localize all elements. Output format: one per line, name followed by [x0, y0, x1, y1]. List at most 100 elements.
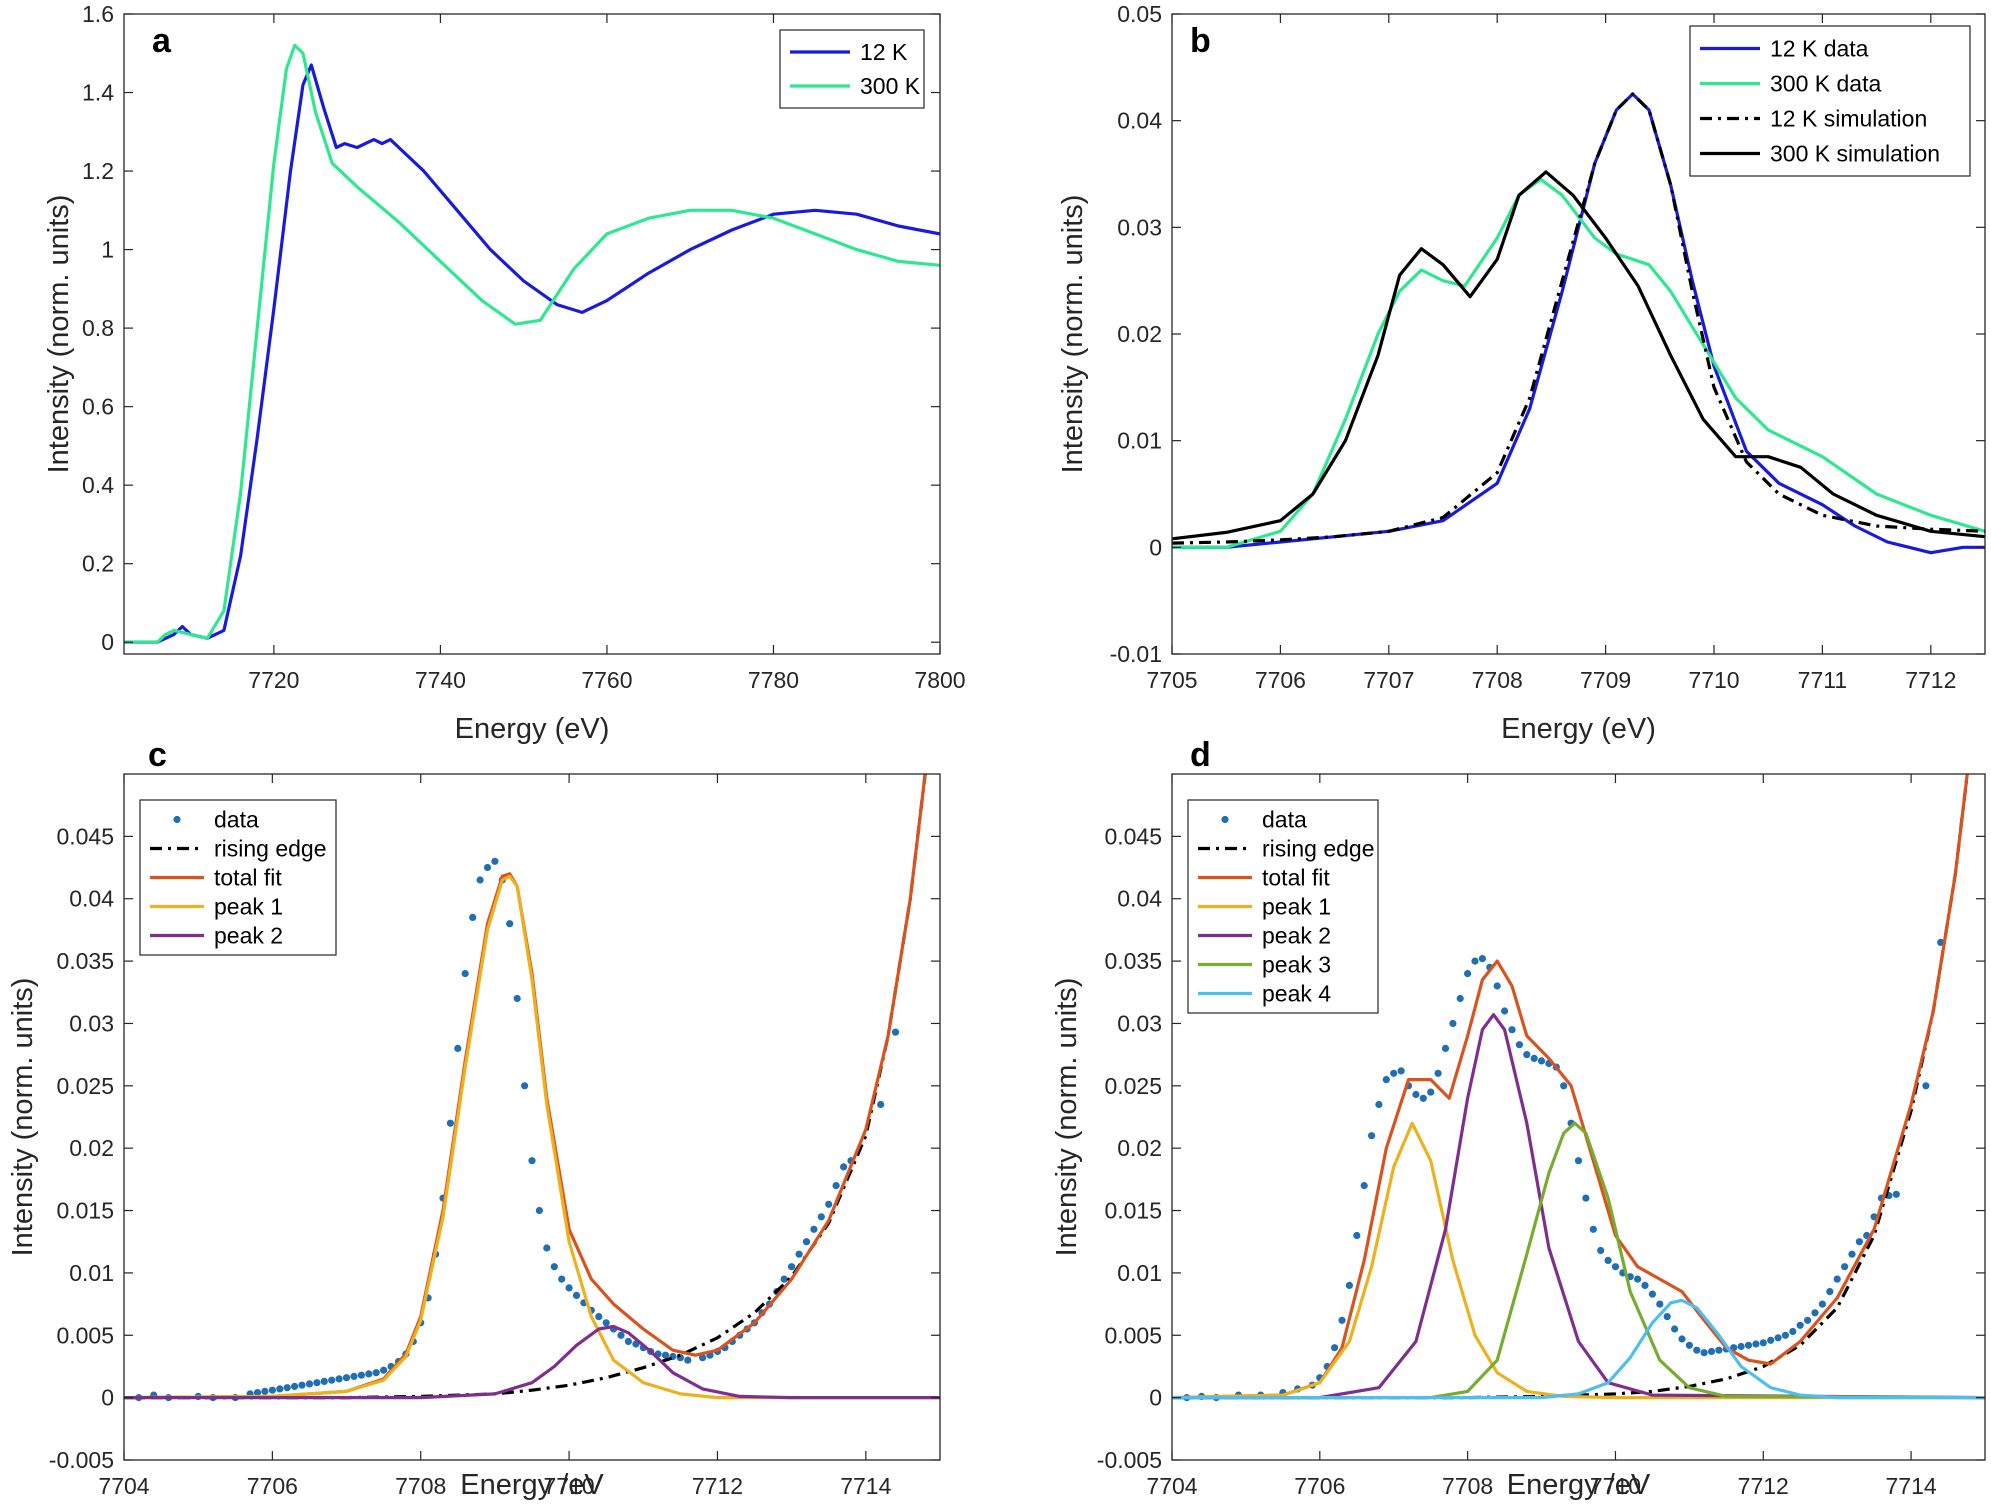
series-total-fit-line — [1172, 774, 1969, 1400]
data-point — [513, 994, 521, 1003]
series-group — [124, 774, 940, 1402]
data-point — [877, 1100, 885, 1109]
y-tick-label: 0.03 — [1117, 1010, 1162, 1036]
series-total-fit-line — [124, 774, 927, 1400]
x-tick-label: 7709 — [1580, 667, 1631, 693]
data-point — [1685, 1341, 1693, 1349]
data-point — [483, 863, 492, 872]
data-point — [1345, 1281, 1353, 1289]
y-tick-label: -0.01 — [1110, 641, 1162, 667]
x-axis-label: Energy (eV) — [1501, 713, 1656, 745]
legend-label: rising edge — [214, 836, 327, 862]
data-point — [802, 1238, 811, 1246]
data-point — [1671, 1325, 1679, 1333]
panel-a: 7720 7740 7760 7780 7800 0 0.2 0.4 0.6 0.8 1 1.2 1.4… — [43, 1, 966, 745]
axes-box — [123, 13, 941, 655]
data-point — [476, 876, 484, 884]
data-point — [1582, 1194, 1590, 1202]
data-point — [1611, 1263, 1620, 1271]
data-point — [1656, 1300, 1664, 1308]
x-tick-label: 7708 — [395, 1473, 446, 1499]
x-tick-label: 7706 — [1255, 667, 1306, 693]
series-peak-1-line — [124, 874, 940, 1400]
x-tick-label: 7712 — [1738, 1473, 1789, 1499]
data-point — [1449, 1019, 1457, 1028]
x-axis-label: Energy /eV — [460, 1469, 604, 1501]
data-point — [550, 1263, 558, 1271]
data-point — [1848, 1250, 1856, 1258]
data-point — [832, 1182, 840, 1190]
panel-d: 7704 7706 7708 7710 7712 7714 -0.005 0 0.005 0.01… — [1051, 736, 1986, 1501]
data-point — [1375, 1100, 1383, 1109]
y-tick-label: 0.04 — [1117, 886, 1162, 912]
data-point — [1796, 1321, 1804, 1329]
data-point — [291, 1382, 299, 1390]
data-point — [1382, 1076, 1390, 1084]
y-tick-label: -0.005 — [49, 1447, 114, 1473]
data-point — [535, 1206, 544, 1215]
legend: 12 K data 300 K data 12 K simulation 300 K … — [1689, 25, 1971, 177]
series-12-k-line — [124, 63, 940, 644]
panel-b: 7705 7706 7707 7708 7709 7710 7711 7712 -0.01 0 0.… — [1057, 1, 1986, 745]
data-point — [891, 1028, 900, 1036]
data-point — [1641, 1281, 1649, 1289]
legend-label: data — [1262, 807, 1307, 833]
y-axis-label: Intensity (norm. units) — [1051, 978, 1083, 1257]
data-point — [558, 1275, 566, 1283]
y-tick-label: 0.035 — [1104, 948, 1162, 974]
legend-box — [779, 29, 925, 109]
data-point — [446, 1119, 454, 1127]
data-point — [1804, 1316, 1812, 1324]
series-peak-4-line — [1172, 1298, 1985, 1400]
data-point — [1841, 1263, 1849, 1271]
y-tick-label: 0.02 — [1117, 1135, 1162, 1161]
y-tick-label: 0.03 — [1117, 214, 1162, 240]
data-point — [372, 1369, 380, 1377]
y-tick-label: 0.05 — [1117, 1, 1162, 27]
data-point — [1818, 1300, 1826, 1308]
data-point — [1707, 1347, 1716, 1356]
data-point — [1767, 1336, 1775, 1344]
panel-label: a — [152, 22, 172, 60]
data-point — [1774, 1334, 1782, 1342]
legend-box — [1689, 25, 1971, 177]
series-group — [124, 43, 940, 644]
data-point — [1331, 1344, 1339, 1352]
y-tick-label: 1 — [101, 237, 114, 263]
series-group — [1172, 92, 1985, 555]
y-tick-label: 0.2 — [82, 551, 114, 577]
data-point — [1338, 1316, 1346, 1324]
data-point — [1678, 1335, 1686, 1343]
y-tick-label: 0.025 — [56, 1073, 114, 1099]
x-tick-label: 7800 — [914, 667, 965, 693]
y-axis-label: Intensity (norm. units) — [1057, 195, 1089, 474]
legend-marker — [173, 815, 181, 824]
data-point — [1693, 1346, 1701, 1354]
data-point — [1574, 1157, 1583, 1165]
series-group — [1172, 774, 1985, 1402]
data-point — [298, 1381, 306, 1389]
y-tick-label: 0.035 — [56, 948, 114, 974]
data-point — [1419, 1094, 1427, 1102]
y-tick-label: 1.2 — [82, 158, 114, 184]
y-tick-label: 0.045 — [1104, 823, 1162, 849]
data-point — [624, 1337, 633, 1346]
data-point — [528, 1157, 536, 1165]
data-point — [1464, 970, 1472, 978]
series-peak-1-line — [1172, 1121, 1985, 1400]
data-point — [1456, 994, 1464, 1003]
legend-label: peak 3 — [1262, 952, 1331, 978]
data-point — [1781, 1331, 1789, 1339]
y-tick-label: 0.04 — [69, 886, 114, 912]
series-300-k-simulation-line — [1172, 170, 1985, 541]
legend: data rising edge total fit peak 1 peak 2 — [139, 799, 337, 956]
data-point — [261, 1387, 269, 1395]
legend-label: data — [214, 807, 259, 833]
x-axis-label: Energy /eV — [1507, 1469, 1651, 1501]
data-point — [1523, 1051, 1531, 1059]
y-tick-label: 0 — [1149, 1385, 1162, 1411]
legend-label: 300 K data — [1770, 71, 1881, 97]
legend-label: 12 K data — [1770, 36, 1869, 62]
legend-label: peak 2 — [1262, 923, 1331, 949]
